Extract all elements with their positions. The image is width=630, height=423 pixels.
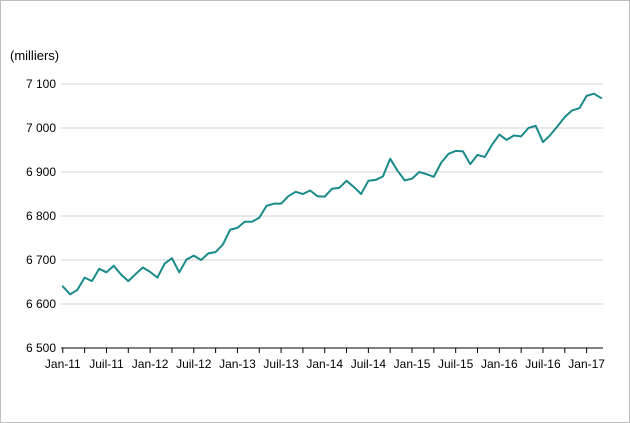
x-axis-tick-labels: Jan-11 Juil-11 Jan-12 Juil-12 Jan-13 Juil-13 J… bbox=[45, 357, 605, 371]
x-tick-label: Jan-15 bbox=[394, 357, 431, 371]
y-tick-label: 6 500 bbox=[26, 341, 56, 355]
x-tick-label: Jan-12 bbox=[132, 357, 169, 371]
x-tick-label: Jan-11 bbox=[45, 357, 81, 371]
y-axis-unit-label: (milliers) bbox=[10, 48, 59, 63]
x-tick-label: Juil-12 bbox=[176, 357, 212, 371]
x-tick-label: Juil-15 bbox=[438, 357, 474, 371]
y-tick-label: 6 700 bbox=[26, 253, 56, 267]
y-tick-label: 7 000 bbox=[26, 121, 56, 135]
x-tick-label: Jan-14 bbox=[306, 357, 343, 371]
x-tick-label: Juil-13 bbox=[263, 357, 299, 371]
x-tick-label: Jan-16 bbox=[481, 357, 518, 371]
x-tick-label: Jan-13 bbox=[219, 357, 256, 371]
y-tick-label: 6 600 bbox=[26, 297, 56, 311]
gridlines bbox=[61, 83, 603, 305]
x-tick-label: Jan-17 bbox=[568, 357, 605, 371]
x-axis bbox=[61, 347, 603, 353]
y-axis-tick-labels: 6 500 6 600 6 700 6 800 6 900 7 000 7 100 bbox=[26, 77, 56, 355]
series-group bbox=[61, 92, 603, 296]
x-tick-label: Juil-14 bbox=[351, 357, 387, 371]
x-tick-label: Juil-16 bbox=[525, 357, 561, 371]
y-tick-label: 6 800 bbox=[26, 209, 56, 223]
series-line bbox=[61, 92, 603, 296]
y-tick-label: 7 100 bbox=[26, 77, 56, 91]
x-tick-label: Juil-11 bbox=[89, 357, 124, 371]
y-tick-label: 6 900 bbox=[26, 165, 56, 179]
